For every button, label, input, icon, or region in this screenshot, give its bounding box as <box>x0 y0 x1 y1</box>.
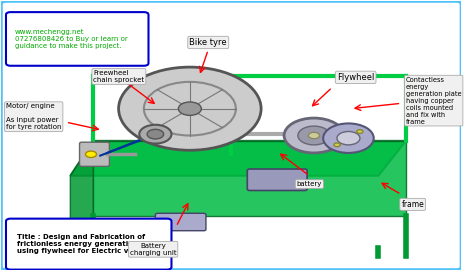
Text: Freewheel
chain sprocket: Freewheel chain sprocket <box>93 70 145 83</box>
Text: Battery
charging unit: Battery charging unit <box>130 243 176 256</box>
Circle shape <box>139 125 172 144</box>
Text: Bike tyre: Bike tyre <box>190 38 227 47</box>
Text: Flywheel: Flywheel <box>337 73 374 82</box>
Circle shape <box>334 143 340 147</box>
Circle shape <box>118 67 261 150</box>
Text: Motor/ engine

As input power
for tyre rotation: Motor/ engine As input power for tyre ro… <box>6 103 62 130</box>
Circle shape <box>178 102 201 115</box>
Circle shape <box>323 123 374 153</box>
Circle shape <box>337 131 360 145</box>
Circle shape <box>85 151 97 157</box>
Circle shape <box>147 129 164 139</box>
Text: Title : Design and Fabrication of
frictionless energy generation
using flywheel : Title : Design and Fabrication of fricti… <box>18 234 157 254</box>
Polygon shape <box>70 141 93 248</box>
FancyBboxPatch shape <box>155 213 206 231</box>
FancyBboxPatch shape <box>6 219 172 270</box>
Text: www.mechengg.net
07276808426 to Buy or learn or
guidance to make this project.: www.mechengg.net 07276808426 to Buy or l… <box>15 29 128 49</box>
Text: Contactless
energy
generation plate
having copper
coils mounted
and fix with
fra: Contactless energy generation plate havi… <box>406 77 462 125</box>
Text: frame: frame <box>401 200 424 209</box>
FancyBboxPatch shape <box>247 169 307 191</box>
Polygon shape <box>70 141 406 176</box>
Text: battery: battery <box>297 181 322 187</box>
Circle shape <box>298 126 330 145</box>
FancyBboxPatch shape <box>6 12 148 66</box>
Circle shape <box>356 130 363 133</box>
FancyBboxPatch shape <box>80 142 109 166</box>
Circle shape <box>309 132 319 139</box>
FancyBboxPatch shape <box>1 1 461 270</box>
Polygon shape <box>93 141 406 216</box>
Circle shape <box>284 118 344 153</box>
